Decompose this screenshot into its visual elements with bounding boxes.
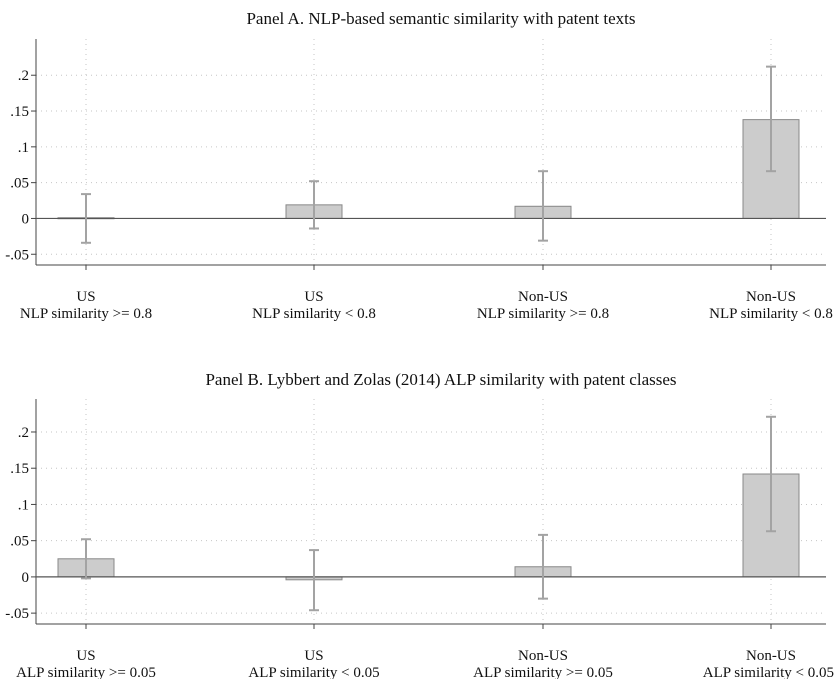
panel-b-chart: Panel B. Lybbert and Zolas (2014) ALP si… xyxy=(5,370,834,679)
y-tick-label: 0 xyxy=(22,570,30,586)
y-tick-label: .2 xyxy=(18,425,29,441)
x-tick-label-similarity: ALP similarity < 0.05 xyxy=(703,665,834,679)
panel-a-chart: Panel A. NLP-based semantic similarity w… xyxy=(5,9,833,322)
x-tick-label-group: US xyxy=(76,648,95,664)
x-tick-label-similarity: NLP similarity >= 0.8 xyxy=(477,306,609,322)
x-tick-label-group: US xyxy=(304,648,323,664)
x-tick-label-similarity: ALP similarity >= 0.05 xyxy=(16,665,156,679)
x-tick-label-group: US xyxy=(304,289,323,305)
x-tick-label-group: Non-US xyxy=(518,648,568,664)
chart-title: Panel A. NLP-based semantic similarity w… xyxy=(246,9,635,28)
chart-title: Panel B. Lybbert and Zolas (2014) ALP si… xyxy=(205,370,676,389)
y-tick-label: .05 xyxy=(10,176,29,192)
x-tick-label-group: Non-US xyxy=(746,648,796,664)
x-tick-label-similarity: ALP similarity >= 0.05 xyxy=(473,665,613,679)
y-tick-label: .15 xyxy=(10,461,29,477)
x-tick-label-similarity: NLP similarity < 0.8 xyxy=(709,306,833,322)
y-tick-label: .1 xyxy=(18,140,29,156)
x-tick-label-similarity: ALP similarity < 0.05 xyxy=(248,665,379,679)
y-tick-label: -.05 xyxy=(5,247,29,263)
x-tick-label-group: US xyxy=(76,289,95,305)
y-tick-label: .1 xyxy=(18,497,29,513)
y-tick-label: .15 xyxy=(10,104,29,120)
y-tick-label: .2 xyxy=(18,68,29,84)
y-tick-label: .05 xyxy=(10,534,29,550)
x-tick-label-group: Non-US xyxy=(518,289,568,305)
y-tick-label: -.05 xyxy=(5,606,29,622)
x-tick-label-group: Non-US xyxy=(746,289,796,305)
x-tick-label-similarity: NLP similarity >= 0.8 xyxy=(20,306,152,322)
x-tick-label-similarity: NLP similarity < 0.8 xyxy=(252,306,376,322)
y-tick-label: 0 xyxy=(22,211,30,227)
